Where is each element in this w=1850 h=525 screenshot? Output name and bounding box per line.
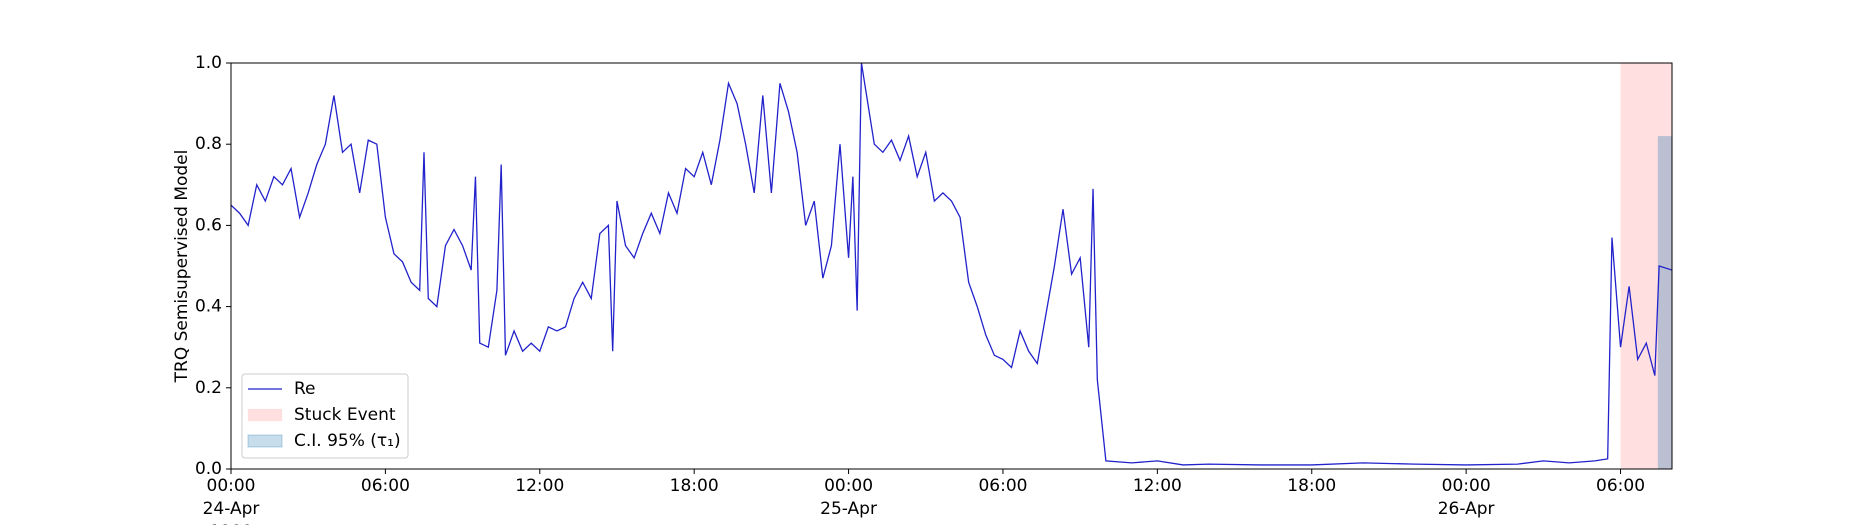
legend-label: C.I. 95% (τ₁): [294, 431, 401, 451]
y-tick-label: 0.6: [195, 215, 222, 235]
y-tick-label: 1.0: [195, 53, 222, 73]
x-tick-label: 18:00: [1287, 476, 1337, 496]
y-tick-label: 0.0: [195, 459, 222, 479]
axes-frame: [230, 62, 1673, 470]
y-tick-label: 0.8: [195, 134, 222, 154]
x-tick-label: 06:00: [360, 476, 410, 496]
y-tick-label: 0.4: [195, 297, 222, 317]
y-axis-label: TRQ Semisupervised Model: [172, 150, 192, 384]
legend-label: Re: [294, 379, 316, 399]
legend-box: [241, 373, 409, 459]
span: [1657, 136, 1672, 469]
x-tick-label: 00:00 26-Apr: [1437, 476, 1495, 519]
x-tick-label: 06:00: [978, 476, 1028, 496]
x-tick-label: 00:00 25-Apr: [820, 476, 877, 519]
x-tick-label: 18:00: [669, 476, 719, 496]
x-tick-label: 06:00: [1596, 476, 1646, 496]
x-tick-label: 12:00: [515, 476, 565, 496]
y-tick-label: 0.2: [195, 378, 222, 398]
x-tick-label: 00:00 24-Apr 1900: [202, 476, 260, 525]
span: [1620, 63, 1672, 469]
x-tick-label: 12:00: [1132, 476, 1182, 496]
legend-label: Stuck Event: [294, 405, 396, 425]
data-line: [230, 62, 1673, 466]
legend-patch: [247, 434, 283, 448]
legend-patch: [247, 408, 283, 422]
